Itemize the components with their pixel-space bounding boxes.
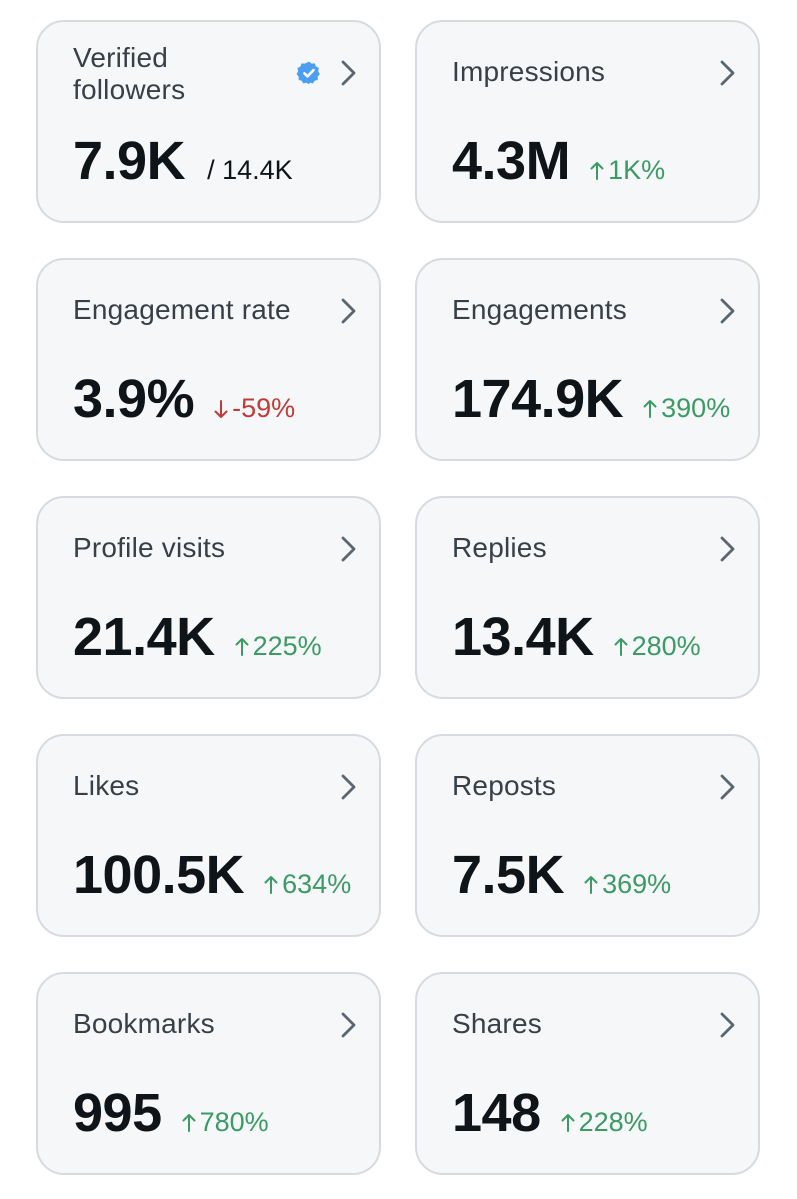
- replies-change: 280%: [614, 631, 701, 662]
- arrow-up-icon: [614, 638, 628, 656]
- arrow-up-icon: [590, 162, 604, 180]
- shares-value: 148: [452, 1083, 541, 1143]
- bookmarks-value-row: 995 780%: [73, 1082, 269, 1144]
- engagement-rate-value-row: 3.9% -59%: [73, 368, 295, 430]
- shares-title: Shares: [452, 1008, 542, 1039]
- verified-followers-title-line2: followers: [73, 74, 186, 105]
- likes-value: 100.5K: [73, 845, 245, 905]
- impressions-change: 1K%: [590, 155, 665, 186]
- engagement-rate-value: 3.9%: [73, 369, 195, 429]
- chevron-right-icon[interactable]: [718, 296, 738, 326]
- chevron-right-icon[interactable]: [718, 1010, 738, 1040]
- replies-value: 13.4K: [452, 607, 594, 667]
- profile-visits-title: Profile visits: [73, 532, 226, 563]
- shares-value-row: 148 228%: [452, 1082, 648, 1144]
- impressions-title: Impressions: [452, 56, 606, 87]
- profile-visits-change-value: 225%: [252, 631, 322, 661]
- reposts-value-row: 7.5K 369%: [452, 844, 671, 906]
- engagement-rate-card[interactable]: Engagement rate 3.9% -59%: [36, 258, 381, 461]
- impressions-card[interactable]: Impressions 4.3M 1K%: [415, 20, 760, 223]
- chevron-right-icon[interactable]: [339, 1010, 359, 1040]
- replies-title: Replies: [452, 532, 547, 563]
- verified-badge-icon: [296, 61, 320, 85]
- bookmarks-title: Bookmarks: [73, 1008, 215, 1039]
- replies-value-row: 13.4K 280%: [452, 606, 701, 668]
- engagements-card[interactable]: Engagements 174.9K 390%: [415, 258, 760, 461]
- arrow-up-icon: [235, 638, 249, 656]
- engagement-rate-title: Engagement rate: [73, 294, 291, 325]
- arrow-up-icon: [643, 400, 657, 418]
- shares-card[interactable]: Shares 148 228%: [415, 972, 760, 1175]
- arrow-up-icon: [561, 1114, 575, 1132]
- arrow-up-icon: [182, 1114, 196, 1132]
- chevron-right-icon[interactable]: [718, 58, 738, 88]
- engagements-value: 174.9K: [452, 369, 624, 429]
- profile-visits-value: 21.4K: [73, 607, 215, 667]
- chevron-right-icon[interactable]: [339, 58, 359, 88]
- likes-change: 634%: [264, 869, 351, 900]
- engagement-rate-change: -59%: [214, 393, 295, 424]
- engagements-change: 390%: [643, 393, 730, 424]
- impressions-change-value: 1K%: [608, 155, 666, 185]
- impressions-value: 4.3M: [452, 131, 571, 191]
- bookmarks-value: 995: [73, 1083, 162, 1143]
- profile-visits-card[interactable]: Profile visits 21.4K 225%: [36, 496, 381, 699]
- replies-card[interactable]: Replies 13.4K 280%: [415, 496, 760, 699]
- shares-change: 228%: [561, 1107, 648, 1138]
- arrow-down-icon: [214, 400, 228, 418]
- profile-visits-change: 225%: [235, 631, 322, 662]
- chevron-right-icon[interactable]: [339, 296, 359, 326]
- likes-card[interactable]: Likes 100.5K 634%: [36, 734, 381, 937]
- profile-visits-value-row: 21.4K 225%: [73, 606, 322, 668]
- bookmarks-card[interactable]: Bookmarks 995 780%: [36, 972, 381, 1175]
- engagement-rate-change-value: -59%: [232, 393, 296, 423]
- arrow-up-icon: [264, 876, 278, 894]
- bookmarks-change: 780%: [182, 1107, 269, 1138]
- verified-followers-card[interactable]: Verified followers 7.9K / 14.4K: [36, 20, 381, 223]
- replies-change-value: 280%: [631, 631, 701, 661]
- verified-followers-title: Verified followers: [73, 42, 185, 106]
- reposts-title: Reposts: [452, 770, 557, 801]
- engagements-title: Engagements: [452, 294, 627, 325]
- chevron-right-icon[interactable]: [339, 534, 359, 564]
- engagements-value-row: 174.9K 390%: [452, 368, 730, 430]
- verified-followers-title-line1: Verified: [73, 42, 168, 73]
- likes-title: Likes: [73, 770, 140, 801]
- chevron-right-icon[interactable]: [339, 772, 359, 802]
- reposts-change: 369%: [584, 869, 671, 900]
- shares-change-value: 228%: [578, 1107, 648, 1137]
- arrow-up-icon: [584, 876, 598, 894]
- verified-followers-value-row: 7.9K / 14.4K: [73, 130, 293, 192]
- reposts-change-value: 369%: [602, 869, 672, 899]
- impressions-value-row: 4.3M 1K%: [452, 130, 665, 192]
- reposts-card[interactable]: Reposts 7.5K 369%: [415, 734, 760, 937]
- verified-followers-value: 7.9K: [73, 131, 186, 191]
- likes-change-value: 634%: [282, 869, 352, 899]
- bookmarks-change-value: 780%: [199, 1107, 269, 1137]
- chevron-right-icon[interactable]: [718, 772, 738, 802]
- engagements-change-value: 390%: [661, 393, 731, 423]
- chevron-right-icon[interactable]: [718, 534, 738, 564]
- total-followers-value: / 14.4K: [207, 155, 293, 185]
- reposts-value: 7.5K: [452, 845, 565, 905]
- analytics-metrics-grid: Verified followers 7.9K / 14.4K Impressi…: [36, 20, 760, 1175]
- likes-value-row: 100.5K 634%: [73, 844, 351, 906]
